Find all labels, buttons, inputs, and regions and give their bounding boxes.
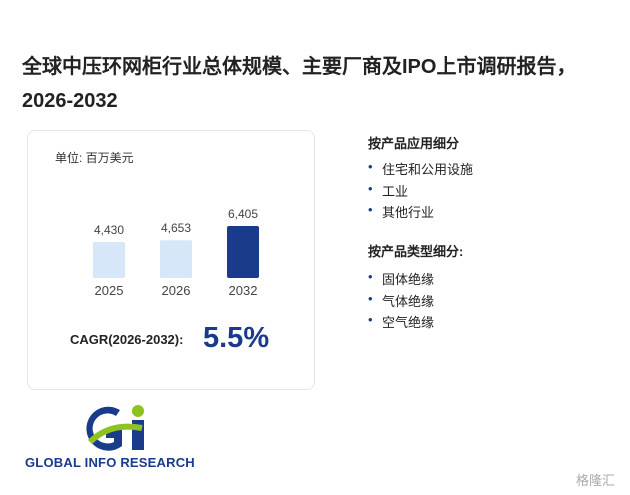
cagr-value: 5.5% <box>203 322 270 354</box>
unit-label: 单位: 百万美元 <box>55 151 134 165</box>
segment-heading: 按产品类型细分: <box>368 244 464 259</box>
bar <box>93 242 125 278</box>
value-label: 4,430 <box>94 223 124 237</box>
segment-item: 固体绝缘 <box>368 269 434 291</box>
value-label: 4,653 <box>161 221 191 235</box>
logo-text: GLOBAL INFO RESEARCH <box>25 455 195 470</box>
chart: 4,430 2025 4,653 2026 6,405 2032 <box>93 207 259 298</box>
segment-item: 住宅和公用设施 <box>368 159 473 181</box>
segment-list: 住宅和公用设施工业其他行业 <box>368 159 473 224</box>
cagr-label: CAGR(2026-2032): <box>70 332 184 347</box>
segment-item: 气体绝缘 <box>368 291 434 313</box>
bar <box>227 226 259 278</box>
title: 全球中压环网柜行业总体规模、主要厂商及IPO上市调研报告，2026-2032 <box>22 56 577 112</box>
segment-heading: 按产品应用细分 <box>368 136 460 151</box>
x-tick-label: 2025 <box>95 283 124 298</box>
segment-item: 其他行业 <box>368 202 473 224</box>
x-tick-label: 2032 <box>229 283 258 298</box>
watermark: 格隆汇 <box>576 473 616 488</box>
logo-icon <box>86 405 144 451</box>
chart-card <box>27 130 315 390</box>
x-tick-label: 2026 <box>162 283 191 298</box>
value-label: 6,405 <box>228 207 258 221</box>
bar <box>160 240 192 278</box>
segment-item: 工业 <box>368 181 473 203</box>
segment-list: 固体绝缘气体绝缘空气绝缘 <box>368 269 434 334</box>
segment-item: 空气绝缘 <box>368 312 434 334</box>
